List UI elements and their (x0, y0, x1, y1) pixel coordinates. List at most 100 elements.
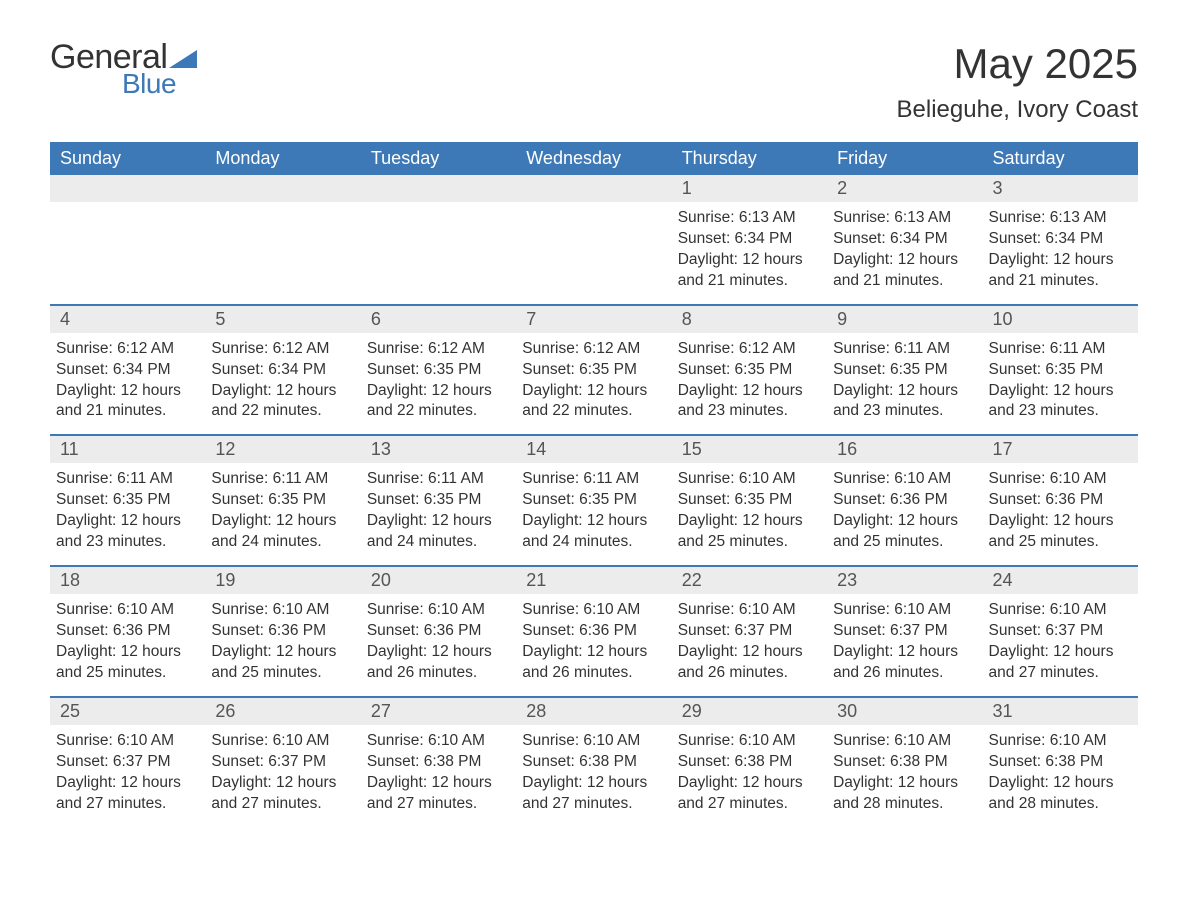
day-body: Sunrise: 6:10 AMSunset: 6:38 PMDaylight:… (361, 725, 516, 827)
sunset-text: Sunset: 6:38 PM (989, 752, 1128, 773)
day-number: 4 (50, 306, 205, 333)
day-cell: 31Sunrise: 6:10 AMSunset: 6:38 PMDayligh… (983, 698, 1138, 827)
day-body: Sunrise: 6:12 AMSunset: 6:34 PMDaylight:… (50, 333, 205, 435)
sunset-text: Sunset: 6:35 PM (522, 360, 661, 381)
day-body: Sunrise: 6:11 AMSunset: 6:35 PMDaylight:… (827, 333, 982, 435)
daylight-text: Daylight: 12 hours and 26 minutes. (367, 642, 506, 684)
daylight-text: Daylight: 12 hours and 27 minutes. (211, 773, 350, 815)
sunrise-text: Sunrise: 6:10 AM (989, 600, 1128, 621)
sunrise-text: Sunrise: 6:10 AM (211, 731, 350, 752)
dow-wednesday: Wednesday (516, 142, 671, 175)
sunrise-text: Sunrise: 6:11 AM (56, 469, 195, 490)
page-header: General Blue May 2025 Belieguhe, Ivory C… (50, 40, 1138, 124)
daylight-text: Daylight: 12 hours and 24 minutes. (367, 511, 506, 553)
daylight-text: Daylight: 12 hours and 25 minutes. (678, 511, 817, 553)
day-cell: 6Sunrise: 6:12 AMSunset: 6:35 PMDaylight… (361, 306, 516, 435)
day-body: Sunrise: 6:13 AMSunset: 6:34 PMDaylight:… (983, 202, 1138, 304)
weeks-container: 1Sunrise: 6:13 AMSunset: 6:34 PMDaylight… (50, 175, 1138, 826)
day-cell (361, 175, 516, 304)
week-row: 1Sunrise: 6:13 AMSunset: 6:34 PMDaylight… (50, 175, 1138, 304)
day-number: 21 (516, 567, 671, 594)
day-number: 14 (516, 436, 671, 463)
day-cell: 18Sunrise: 6:10 AMSunset: 6:36 PMDayligh… (50, 567, 205, 696)
sunrise-text: Sunrise: 6:10 AM (367, 731, 506, 752)
logo-word-2: Blue (122, 70, 197, 98)
daylight-text: Daylight: 12 hours and 22 minutes. (211, 381, 350, 423)
day-body: Sunrise: 6:10 AMSunset: 6:36 PMDaylight:… (983, 463, 1138, 565)
daylight-text: Daylight: 12 hours and 23 minutes. (989, 381, 1128, 423)
day-of-week-header: Sunday Monday Tuesday Wednesday Thursday… (50, 142, 1138, 175)
title-block: May 2025 Belieguhe, Ivory Coast (897, 40, 1138, 124)
day-cell: 2Sunrise: 6:13 AMSunset: 6:34 PMDaylight… (827, 175, 982, 304)
dow-sunday: Sunday (50, 142, 205, 175)
daylight-text: Daylight: 12 hours and 24 minutes. (211, 511, 350, 553)
day-body: Sunrise: 6:10 AMSunset: 6:37 PMDaylight:… (827, 594, 982, 696)
day-number: 2 (827, 175, 982, 202)
day-body: Sunrise: 6:12 AMSunset: 6:35 PMDaylight:… (516, 333, 671, 435)
sunrise-text: Sunrise: 6:10 AM (56, 731, 195, 752)
day-cell: 21Sunrise: 6:10 AMSunset: 6:36 PMDayligh… (516, 567, 671, 696)
sunrise-text: Sunrise: 6:12 AM (522, 339, 661, 360)
day-body: Sunrise: 6:10 AMSunset: 6:36 PMDaylight:… (205, 594, 360, 696)
daylight-text: Daylight: 12 hours and 28 minutes. (833, 773, 972, 815)
sunrise-text: Sunrise: 6:11 AM (522, 469, 661, 490)
day-cell: 13Sunrise: 6:11 AMSunset: 6:35 PMDayligh… (361, 436, 516, 565)
daylight-text: Daylight: 12 hours and 21 minutes. (833, 250, 972, 292)
week-row: 11Sunrise: 6:11 AMSunset: 6:35 PMDayligh… (50, 434, 1138, 565)
daylight-text: Daylight: 12 hours and 22 minutes. (522, 381, 661, 423)
sunrise-text: Sunrise: 6:10 AM (833, 600, 972, 621)
day-cell (516, 175, 671, 304)
sunset-text: Sunset: 6:38 PM (833, 752, 972, 773)
day-cell (205, 175, 360, 304)
sunrise-text: Sunrise: 6:11 AM (367, 469, 506, 490)
day-number: 1 (672, 175, 827, 202)
day-number (205, 175, 360, 202)
day-body: Sunrise: 6:10 AMSunset: 6:37 PMDaylight:… (672, 594, 827, 696)
day-cell: 5Sunrise: 6:12 AMSunset: 6:34 PMDaylight… (205, 306, 360, 435)
day-cell: 20Sunrise: 6:10 AMSunset: 6:36 PMDayligh… (361, 567, 516, 696)
sunrise-text: Sunrise: 6:12 AM (211, 339, 350, 360)
sunset-text: Sunset: 6:36 PM (367, 621, 506, 642)
day-number: 23 (827, 567, 982, 594)
day-cell: 17Sunrise: 6:10 AMSunset: 6:36 PMDayligh… (983, 436, 1138, 565)
day-body: Sunrise: 6:10 AMSunset: 6:38 PMDaylight:… (983, 725, 1138, 827)
daylight-text: Daylight: 12 hours and 22 minutes. (367, 381, 506, 423)
logo: General Blue (50, 40, 197, 98)
day-body: Sunrise: 6:11 AMSunset: 6:35 PMDaylight:… (50, 463, 205, 565)
sunrise-text: Sunrise: 6:10 AM (367, 600, 506, 621)
sunset-text: Sunset: 6:36 PM (211, 621, 350, 642)
day-number: 12 (205, 436, 360, 463)
sunrise-text: Sunrise: 6:13 AM (678, 208, 817, 229)
day-number: 19 (205, 567, 360, 594)
sunset-text: Sunset: 6:36 PM (833, 490, 972, 511)
daylight-text: Daylight: 12 hours and 26 minutes. (678, 642, 817, 684)
day-body: Sunrise: 6:11 AMSunset: 6:35 PMDaylight:… (516, 463, 671, 565)
sunrise-text: Sunrise: 6:12 AM (678, 339, 817, 360)
sunset-text: Sunset: 6:34 PM (989, 229, 1128, 250)
sunset-text: Sunset: 6:37 PM (989, 621, 1128, 642)
sunset-text: Sunset: 6:37 PM (678, 621, 817, 642)
sunset-text: Sunset: 6:35 PM (367, 360, 506, 381)
sunset-text: Sunset: 6:34 PM (56, 360, 195, 381)
day-cell: 8Sunrise: 6:12 AMSunset: 6:35 PMDaylight… (672, 306, 827, 435)
day-cell: 9Sunrise: 6:11 AMSunset: 6:35 PMDaylight… (827, 306, 982, 435)
day-number: 7 (516, 306, 671, 333)
day-body: Sunrise: 6:12 AMSunset: 6:34 PMDaylight:… (205, 333, 360, 435)
day-number: 9 (827, 306, 982, 333)
day-body: Sunrise: 6:10 AMSunset: 6:38 PMDaylight:… (516, 725, 671, 827)
day-body: Sunrise: 6:13 AMSunset: 6:34 PMDaylight:… (827, 202, 982, 304)
dow-thursday: Thursday (672, 142, 827, 175)
sunset-text: Sunset: 6:34 PM (678, 229, 817, 250)
day-number: 28 (516, 698, 671, 725)
sunset-text: Sunset: 6:36 PM (56, 621, 195, 642)
day-cell: 11Sunrise: 6:11 AMSunset: 6:35 PMDayligh… (50, 436, 205, 565)
day-number: 27 (361, 698, 516, 725)
day-number: 22 (672, 567, 827, 594)
day-number: 18 (50, 567, 205, 594)
daylight-text: Daylight: 12 hours and 23 minutes. (56, 511, 195, 553)
day-cell: 4Sunrise: 6:12 AMSunset: 6:34 PMDaylight… (50, 306, 205, 435)
day-number: 30 (827, 698, 982, 725)
sunset-text: Sunset: 6:36 PM (522, 621, 661, 642)
day-number: 29 (672, 698, 827, 725)
day-cell: 26Sunrise: 6:10 AMSunset: 6:37 PMDayligh… (205, 698, 360, 827)
